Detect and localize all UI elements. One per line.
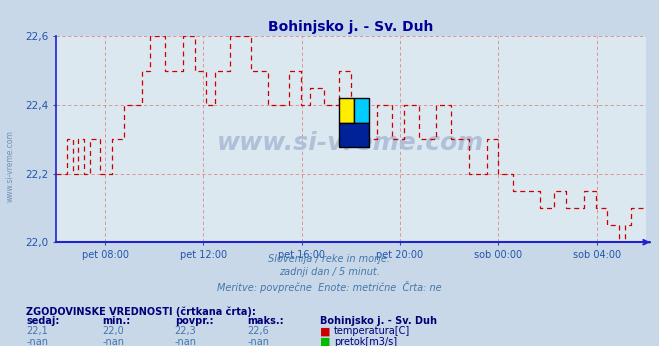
Text: povpr.:: povpr.:	[175, 316, 213, 326]
Text: Slovenija / reke in morje.: Slovenija / reke in morje.	[268, 254, 391, 264]
FancyBboxPatch shape	[339, 123, 368, 147]
Text: Bohinjsko j. - Sv. Duh: Bohinjsko j. - Sv. Duh	[320, 316, 437, 326]
Text: Meritve: povprečne  Enote: metrične  Črta: ne: Meritve: povprečne Enote: metrične Črta:…	[217, 281, 442, 293]
FancyBboxPatch shape	[354, 98, 368, 123]
Text: min.:: min.:	[102, 316, 130, 326]
Text: sedaj:: sedaj:	[26, 316, 60, 326]
Text: maks.:: maks.:	[247, 316, 284, 326]
Text: -nan: -nan	[102, 337, 124, 346]
Text: pretok[m3/s]: pretok[m3/s]	[334, 337, 397, 346]
Text: 22,1: 22,1	[26, 326, 48, 336]
Title: Bohinjsko j. - Sv. Duh: Bohinjsko j. - Sv. Duh	[268, 20, 434, 34]
Text: ■: ■	[320, 326, 330, 336]
Text: 22,0: 22,0	[102, 326, 124, 336]
Text: -nan: -nan	[26, 337, 48, 346]
Text: ZGODOVINSKE VREDNOSTI (črtkana črta):: ZGODOVINSKE VREDNOSTI (črtkana črta):	[26, 306, 256, 317]
Text: -nan: -nan	[175, 337, 196, 346]
Text: temperatura[C]: temperatura[C]	[334, 326, 411, 336]
Text: -nan: -nan	[247, 337, 269, 346]
FancyBboxPatch shape	[339, 98, 354, 123]
Text: www.si-vreme.com: www.si-vreme.com	[217, 131, 484, 155]
Text: zadnji dan / 5 minut.: zadnji dan / 5 minut.	[279, 267, 380, 277]
Text: 22,6: 22,6	[247, 326, 269, 336]
Text: www.si-vreme.com: www.si-vreme.com	[5, 130, 14, 202]
Text: ■: ■	[320, 337, 330, 346]
Text: 22,3: 22,3	[175, 326, 196, 336]
